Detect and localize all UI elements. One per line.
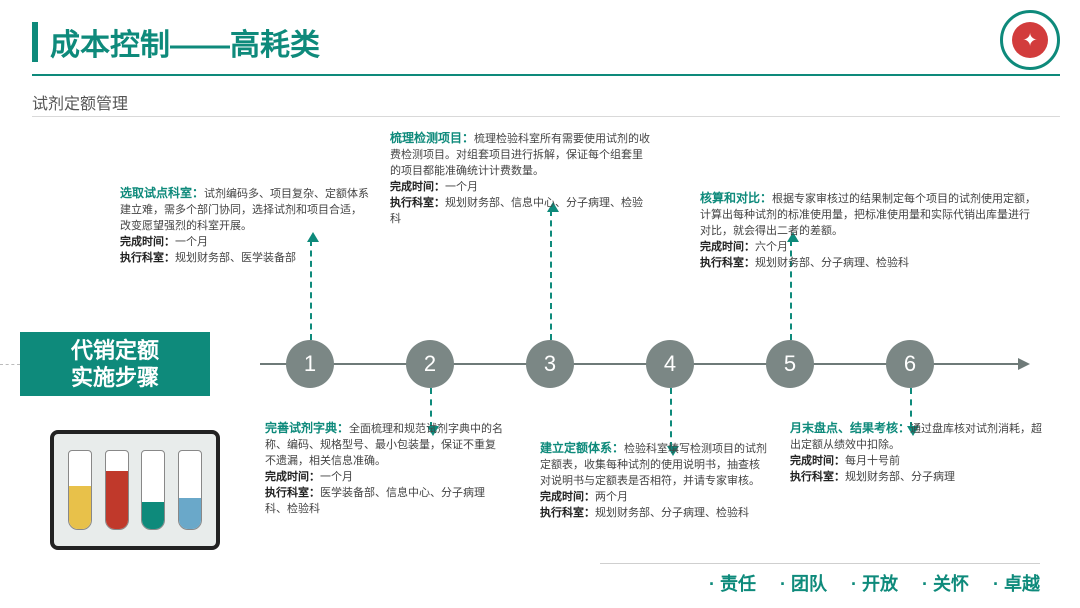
footer-val-2: 团队 xyxy=(780,570,827,596)
step-title: 建立定额体系： xyxy=(540,441,624,455)
badge-line1: 代销定额 xyxy=(71,337,159,365)
step-time: 一个月 xyxy=(320,471,353,483)
step-dept: 规划财务部、分子病理、检验科 xyxy=(755,257,909,269)
step-title: 梳理检测项目： xyxy=(390,131,474,145)
step-dept-label: 执行科室： xyxy=(120,252,175,264)
step-time-label: 完成时间： xyxy=(265,471,320,483)
step-time-label: 完成时间： xyxy=(120,236,175,248)
step-dept-label: 执行科室： xyxy=(790,471,845,483)
step-box-3: 梳理检测项目：梳理检验科室所有需要使用试剂的收费检测项目。对组套项目进行拆解，保… xyxy=(390,130,650,228)
step-time: 一个月 xyxy=(445,181,478,193)
tube-teal xyxy=(141,450,165,530)
left-dash xyxy=(0,364,20,365)
page-subtitle: 试剂定额管理 xyxy=(32,90,128,114)
footer-val-4: 关怀 xyxy=(922,570,969,596)
title-underline xyxy=(32,74,1060,76)
title-accent-bar xyxy=(32,22,38,62)
page-title-row: 成本控制——高耗类 xyxy=(32,20,320,64)
connector-4 xyxy=(670,388,672,448)
step-box-5: 核算和对比：根据专家审核过的结果制定每个项目的试剂使用定额，计算出每种试剂的标准… xyxy=(700,190,1040,272)
step-box-2: 完善试剂字典：全面梳理和规范试剂字典中的名称、编码、规格型号、最小包装量，保证不… xyxy=(265,420,505,518)
step-dept-label: 执行科室： xyxy=(390,197,445,209)
step-dept: 规划财务部、医学装备部 xyxy=(175,252,296,264)
step-time: 六个月 xyxy=(755,241,788,253)
connector-3 xyxy=(550,210,552,340)
timeline-node-6: 6 xyxy=(886,340,934,388)
timeline-node-1: 1 xyxy=(286,340,334,388)
step-dept-label: 执行科室： xyxy=(265,487,320,499)
page-title: 成本控制——高耗类 xyxy=(50,20,320,64)
timeline-node-3: 3 xyxy=(526,340,574,388)
footer-val-5: 卓越 xyxy=(993,570,1040,596)
subtitle-underline xyxy=(32,116,1060,117)
step-time-label: 完成时间： xyxy=(540,491,595,503)
logo-hands-icon: ✦ xyxy=(1012,22,1048,58)
step-title: 核算和对比： xyxy=(700,191,772,205)
step-title: 完善试剂字典： xyxy=(265,421,349,435)
step-time: 每月十号前 xyxy=(845,455,900,467)
step-dept-label: 执行科室： xyxy=(700,257,755,269)
footer-val-1: 责任 xyxy=(709,570,756,596)
step-time-label: 完成时间： xyxy=(390,181,445,193)
tube-red xyxy=(105,450,129,530)
timeline-node-2: 2 xyxy=(406,340,454,388)
steps-badge: 代销定额 实施步骤 xyxy=(20,332,210,396)
step-box-6: 月末盘点、结果考核：通过盘库核对试剂消耗，超出定额从绩效中扣除。完成时间：每月十… xyxy=(790,420,1050,486)
step-dept-label: 执行科室： xyxy=(540,507,595,519)
footer-val-3: 开放 xyxy=(851,570,898,596)
tube-yellow xyxy=(68,450,92,530)
step-title: 月末盘点、结果考核： xyxy=(790,421,910,435)
step-box-1: 选取试点科室：试剂编码多、项目复杂、定额体系建立难，需多个部门协同，选择试剂和项… xyxy=(120,185,370,267)
step-time: 两个月 xyxy=(595,491,628,503)
step-time-label: 完成时间： xyxy=(700,241,755,253)
timeline-node-5: 5 xyxy=(766,340,814,388)
timeline-node-4: 4 xyxy=(646,340,694,388)
tube-blue xyxy=(178,450,202,530)
badge-line2: 实施步骤 xyxy=(71,364,159,392)
test-tubes-graphic xyxy=(50,430,220,550)
step-title: 选取试点科室： xyxy=(120,186,204,200)
footer-values: 责任 团队 开放 关怀 卓越 xyxy=(600,563,1040,596)
step-box-4: 建立定额体系：检验科室填写检测项目的试剂定额表，收集每种试剂的使用说明书，抽查核… xyxy=(540,440,770,522)
step-dept: 规划财务部、分子病理 xyxy=(845,471,955,483)
step-time: 一个月 xyxy=(175,236,208,248)
step-dept: 规划财务部、分子病理、检验科 xyxy=(595,507,749,519)
hospital-logo: ✦ xyxy=(1000,10,1060,70)
step-time-label: 完成时间： xyxy=(790,455,845,467)
